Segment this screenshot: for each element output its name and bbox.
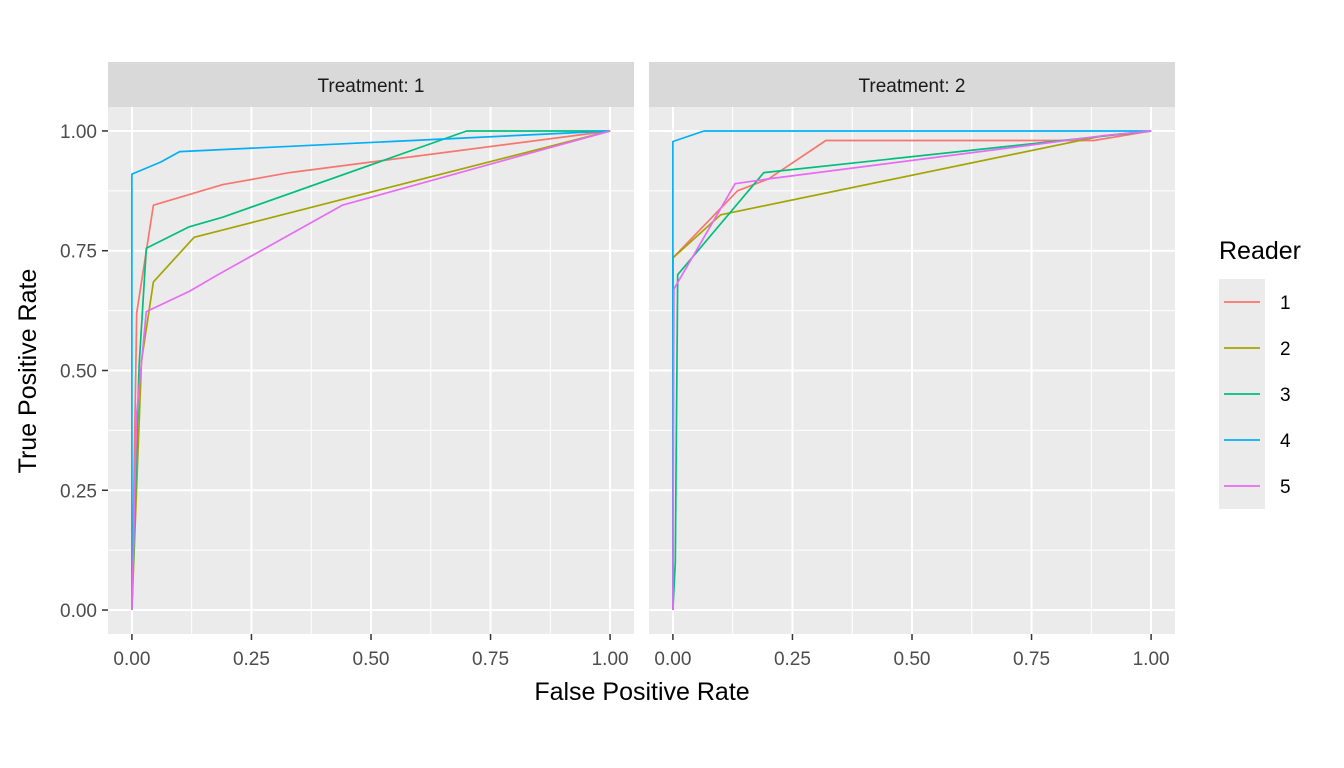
series-line-reader-3 bbox=[131, 130, 611, 611]
legend-label: 2 bbox=[1280, 339, 1291, 360]
legend-title: Reader bbox=[1219, 237, 1301, 265]
y-tick-label: 0.75 bbox=[60, 242, 97, 263]
y-tick-label: 1.00 bbox=[60, 122, 97, 143]
series-line-reader-4 bbox=[131, 130, 611, 610]
x-tick-label: 0.25 bbox=[774, 649, 811, 670]
y-tick-label: 0.00 bbox=[60, 601, 97, 622]
series-line-reader-2 bbox=[131, 130, 611, 611]
x-axis-panel-1: 0.00 0.25 0.50 0.75 1.00 bbox=[113, 634, 629, 670]
legend: Reader 1 2 3 4 5 bbox=[1219, 237, 1301, 509]
legend-keys: 1 2 3 4 5 bbox=[1219, 279, 1291, 509]
legend-label: 5 bbox=[1280, 477, 1291, 498]
y-axis: 0.00 0.25 0.50 0.75 1.00 bbox=[60, 122, 108, 622]
strip-label: Treatment: 2 bbox=[858, 76, 965, 97]
x-tick-label: 0.75 bbox=[472, 649, 509, 670]
legend-label: 4 bbox=[1280, 431, 1291, 452]
x-tick-label: 0.50 bbox=[894, 649, 931, 670]
x-tick-label: 0.00 bbox=[113, 649, 150, 670]
x-tick-label: 1.00 bbox=[1133, 649, 1170, 670]
y-axis-title: True Positive Rate bbox=[14, 269, 42, 474]
x-axis-title: False Positive Rate bbox=[534, 678, 749, 706]
series-line-reader-1 bbox=[131, 130, 611, 611]
series-line-reader-3 bbox=[672, 130, 1152, 611]
strip-background bbox=[108, 62, 634, 107]
strip-label: Treatment: 1 bbox=[317, 76, 424, 97]
panel-treatment-1: Treatment: 1 bbox=[108, 62, 634, 634]
panel-treatment-2: Treatment: 2 bbox=[649, 62, 1175, 634]
x-tick-label: 0.25 bbox=[233, 649, 270, 670]
series-line-reader-5 bbox=[672, 130, 1152, 611]
y-tick-label: 0.25 bbox=[60, 481, 97, 502]
legend-label: 1 bbox=[1280, 293, 1291, 314]
x-tick-label: 1.00 bbox=[592, 649, 629, 670]
x-tick-label: 0.50 bbox=[353, 649, 390, 670]
series-lines bbox=[672, 130, 1152, 611]
x-tick-label: 0.75 bbox=[1013, 649, 1050, 670]
legend-label: 3 bbox=[1280, 385, 1291, 406]
series-lines bbox=[131, 130, 611, 611]
y-tick-label: 0.50 bbox=[60, 362, 97, 383]
x-tick-label: 0.00 bbox=[654, 649, 691, 670]
x-axis-panel-2: 0.00 0.25 0.50 0.75 1.00 bbox=[654, 634, 1170, 670]
series-line-reader-5 bbox=[131, 130, 611, 611]
strip-background bbox=[649, 62, 1175, 107]
